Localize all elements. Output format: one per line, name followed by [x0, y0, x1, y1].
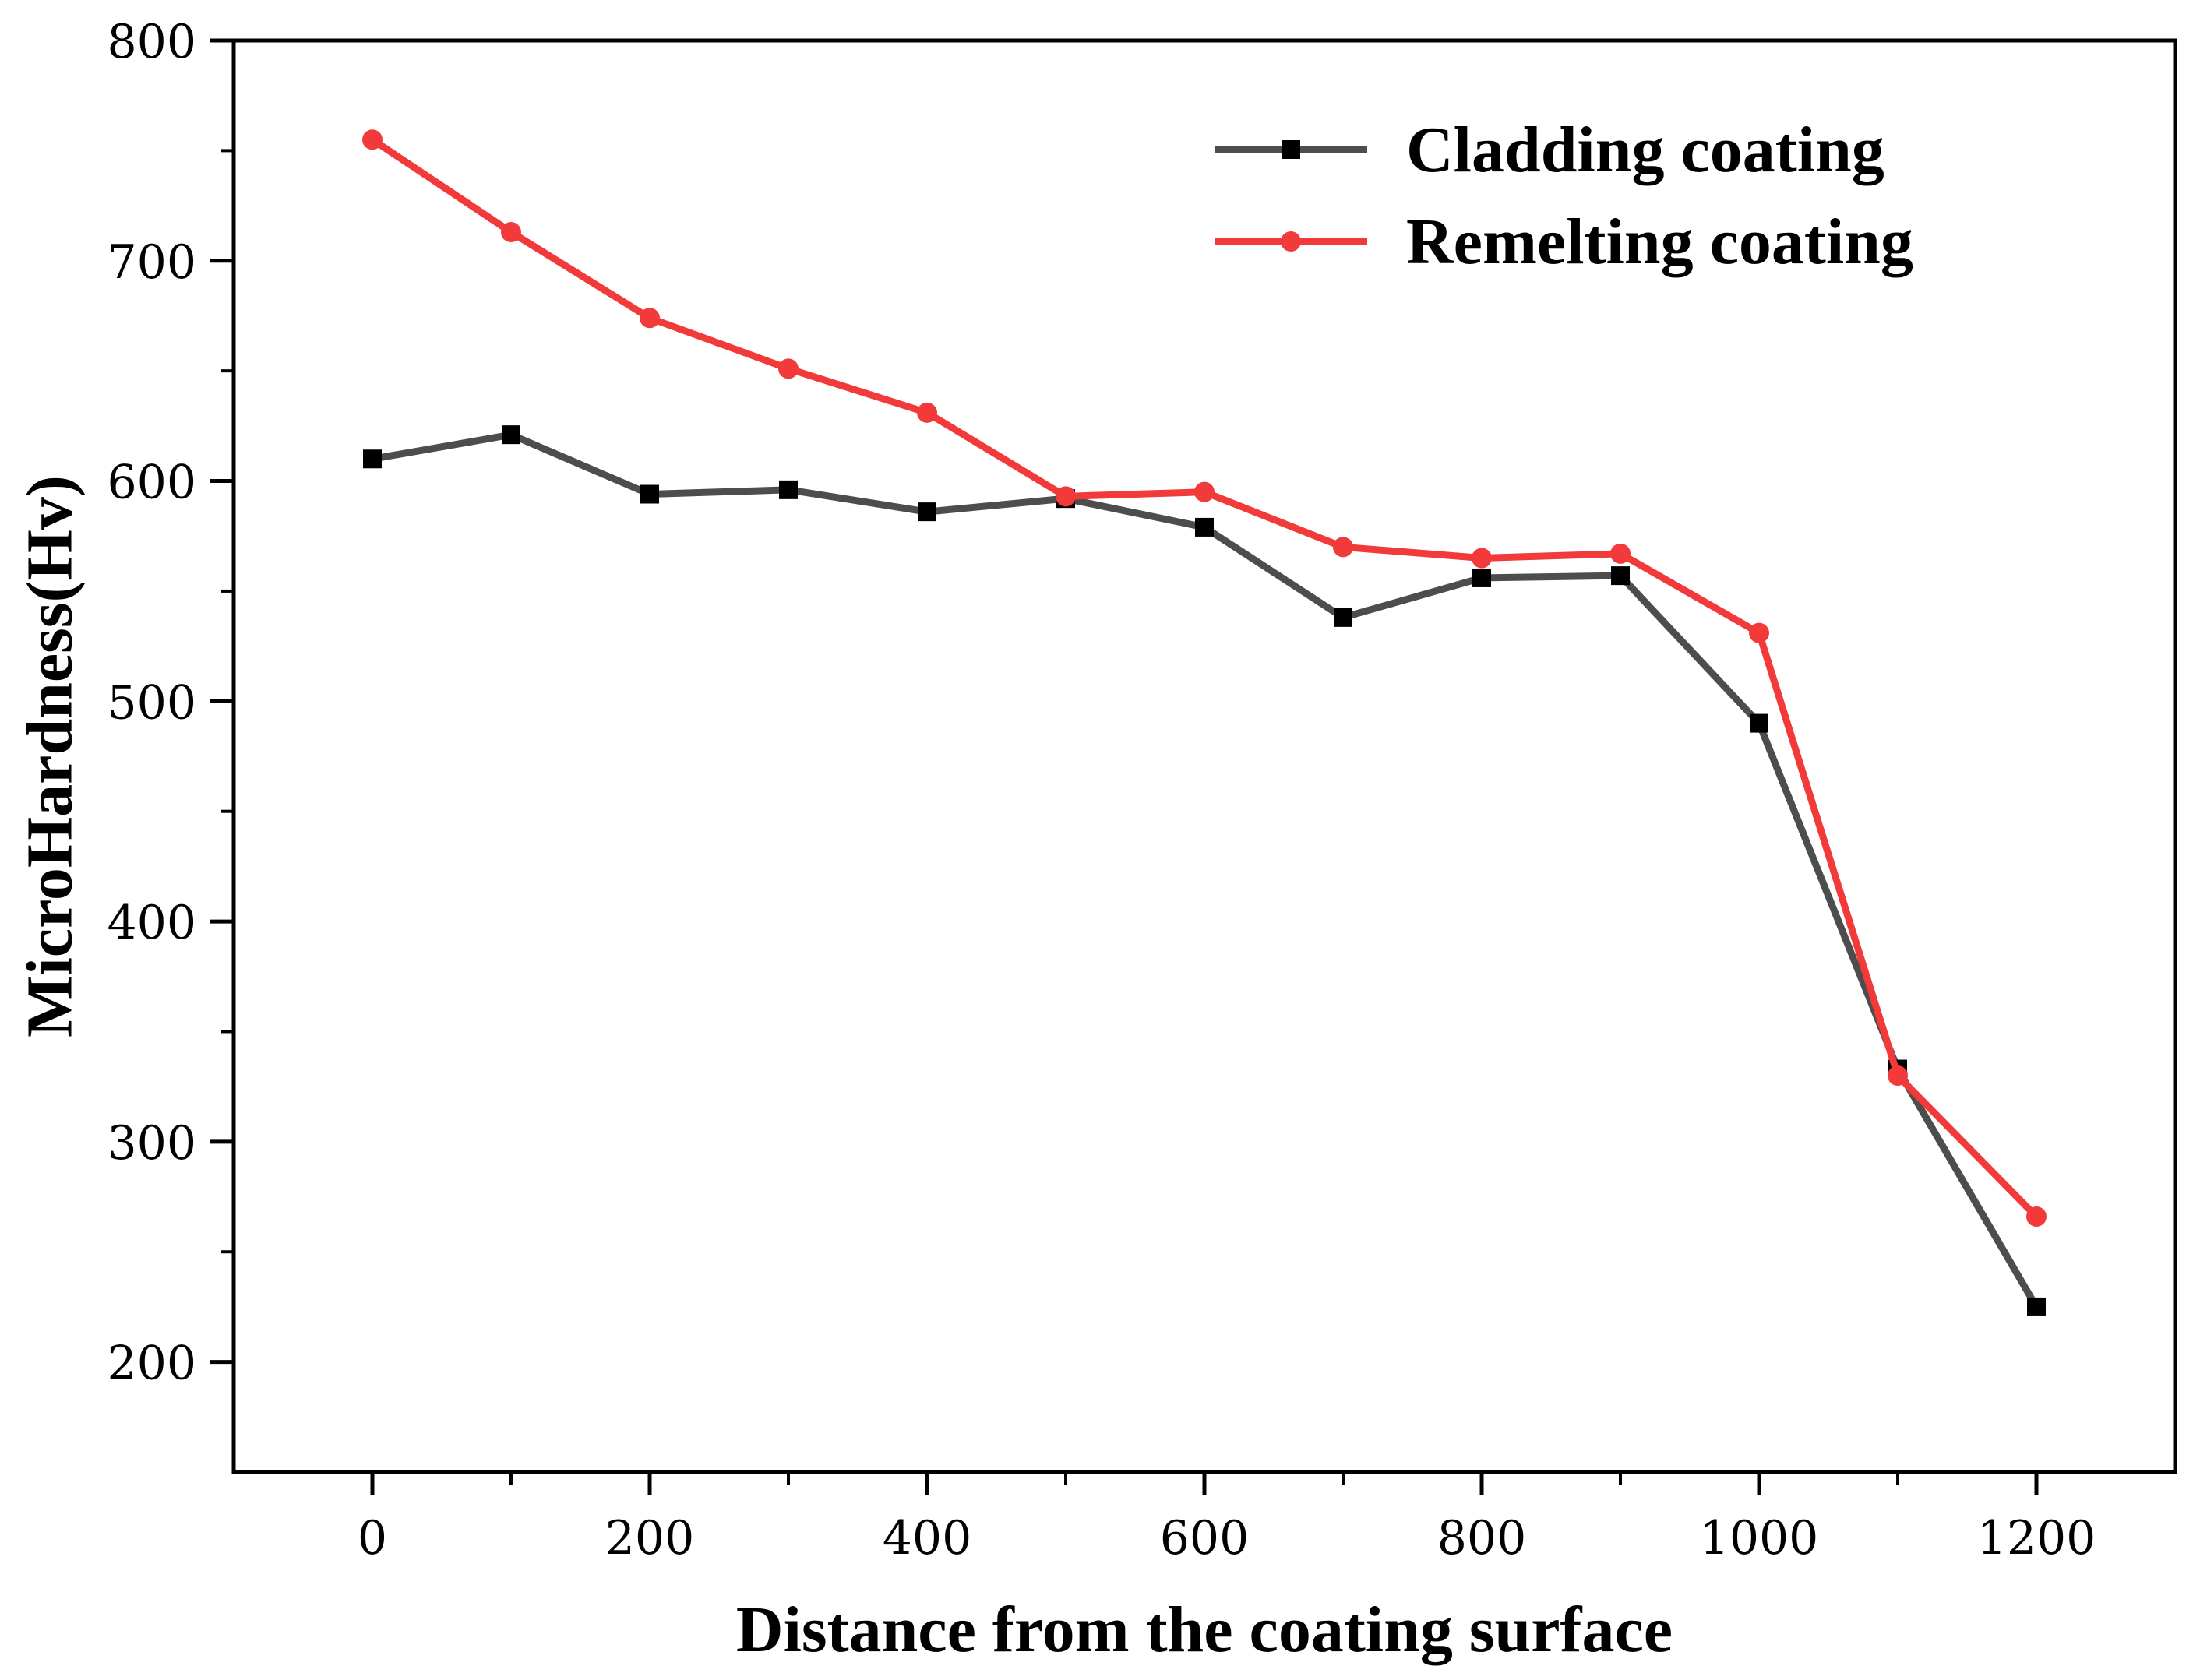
data-point [1888, 1065, 1908, 1087]
data-point [501, 222, 521, 243]
data-point [1194, 481, 1215, 502]
data-point [2027, 1297, 2046, 1316]
data-point [1195, 517, 1214, 537]
y-tick-label: 500 [107, 675, 196, 730]
data-point [1611, 566, 1630, 586]
data-point [640, 484, 659, 504]
legend-marker [1281, 231, 1301, 252]
data-point [2026, 1206, 2047, 1227]
x-tick-label: 800 [1437, 1511, 1527, 1566]
x-tick-label: 0 [358, 1511, 387, 1566]
legend-label: Remelting coating [1406, 206, 1913, 278]
x-tick-label: 200 [605, 1511, 695, 1566]
data-point [363, 449, 382, 469]
y-tick-label: 400 [107, 896, 196, 950]
data-point [1749, 622, 1769, 643]
x-tick-label: 600 [1160, 1511, 1250, 1566]
y-tick-label: 800 [107, 15, 196, 69]
data-point [918, 502, 936, 522]
data-point [779, 480, 798, 499]
series-2 [362, 129, 2047, 1227]
legend-marker [1282, 140, 1300, 159]
legend-label: Cladding coating [1406, 114, 1884, 186]
data-point [1056, 486, 1076, 507]
data-point [1610, 543, 1631, 564]
data-point [917, 402, 937, 423]
data-point [362, 129, 383, 150]
data-point [1750, 713, 1768, 733]
y-tick-label: 200 [107, 1337, 196, 1391]
x-tick-label: 1000 [1700, 1511, 1819, 1566]
data-point [1472, 568, 1491, 587]
x-tick-label: 400 [883, 1511, 972, 1566]
data-point [1472, 548, 1492, 569]
x-tick-label: 1200 [1977, 1511, 2096, 1566]
plot-marks [362, 129, 2047, 1316]
data-point [640, 308, 660, 329]
data-point [1333, 537, 1353, 558]
y-tick-label: 300 [107, 1116, 196, 1171]
legend-item-2: Remelting coating [1215, 206, 1913, 278]
legend-item-1: Cladding coating [1215, 114, 1884, 186]
y-axis-title: MicroHardness(Hv) [13, 475, 86, 1037]
legend: Cladding coating Remelting coating [1215, 114, 1913, 278]
data-point [1334, 608, 1352, 627]
axis-ticks: 0 200 400 600 800 1000 1200 200 300 400 500 600 700 8… [107, 15, 2096, 1566]
y-tick-label: 700 [107, 235, 196, 290]
y-tick-label: 600 [107, 456, 196, 510]
x-axis-title: Distance from the coating surface [736, 1594, 1673, 1666]
data-point [502, 425, 520, 445]
data-point [778, 358, 799, 379]
